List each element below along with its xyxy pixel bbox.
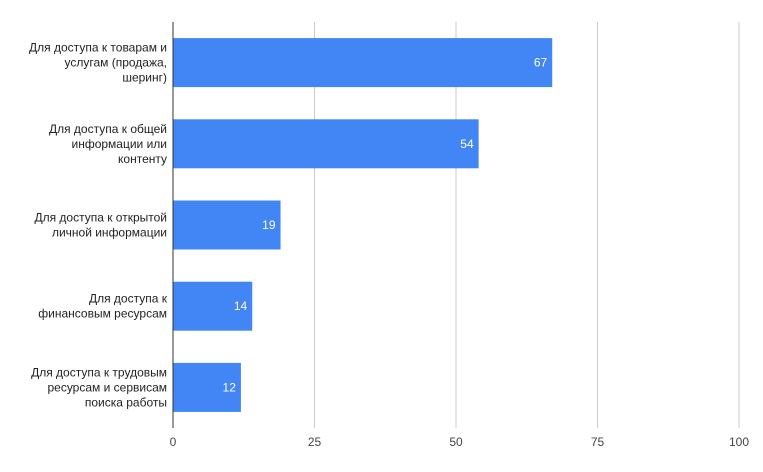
- label-layer: 0 25 50 75 100 67 Для доступа к товарам и услуг…: [29, 41, 749, 449]
- category-label-line: финансовым ресурсам: [38, 307, 167, 321]
- category-label-2: Для доступа к общей информации или контент…: [49, 122, 167, 166]
- category-label-line: поиска работы: [85, 395, 167, 409]
- category-label-line: Для доступа к: [89, 292, 168, 306]
- bar-5[interactable]: [173, 362, 241, 412]
- grid-layer: [314, 22, 740, 428]
- category-label-line: информации или: [72, 137, 168, 151]
- category-label-line: контенту: [118, 152, 167, 166]
- data-label-1: 67: [534, 56, 548, 70]
- bar-layer: [173, 38, 553, 412]
- category-label-line: Для доступа к трудовым: [31, 365, 167, 379]
- category-label-line: услугам (продажа,: [64, 56, 167, 70]
- data-label-4: 14: [234, 299, 248, 313]
- category-label-line: ресурсам и сервисам: [47, 380, 167, 394]
- x-tick-label: 50: [449, 435, 463, 449]
- category-label-line: шеринг): [122, 71, 167, 85]
- data-label-2: 54: [460, 137, 474, 151]
- x-tick-label: 0: [170, 435, 177, 449]
- category-label-3: Для доступа к открытой личной информации: [34, 211, 167, 240]
- category-label-line: личной информации: [52, 226, 167, 240]
- x-tick-label: 75: [591, 435, 605, 449]
- data-label-3: 19: [262, 218, 276, 232]
- x-tick-label: 100: [729, 435, 749, 449]
- category-label-4: Для доступа к финансовым ресурсам: [38, 292, 167, 321]
- bar-2[interactable]: [173, 119, 479, 169]
- category-label-5: Для доступа к трудовым ресурсам и сервиса…: [31, 365, 167, 409]
- category-label-line: Для доступа к товарам и: [29, 41, 167, 55]
- category-label-line: Для доступа к общей: [49, 122, 167, 136]
- x-tick-label: 25: [308, 435, 322, 449]
- category-label-line: Для доступа к открытой: [34, 211, 167, 225]
- category-label-1: Для доступа к товарам и услугам (продажа,…: [29, 41, 167, 85]
- data-label-5: 12: [223, 380, 237, 394]
- bar-1[interactable]: [173, 38, 553, 88]
- bar-3[interactable]: [173, 200, 281, 250]
- bar-4[interactable]: [173, 281, 253, 331]
